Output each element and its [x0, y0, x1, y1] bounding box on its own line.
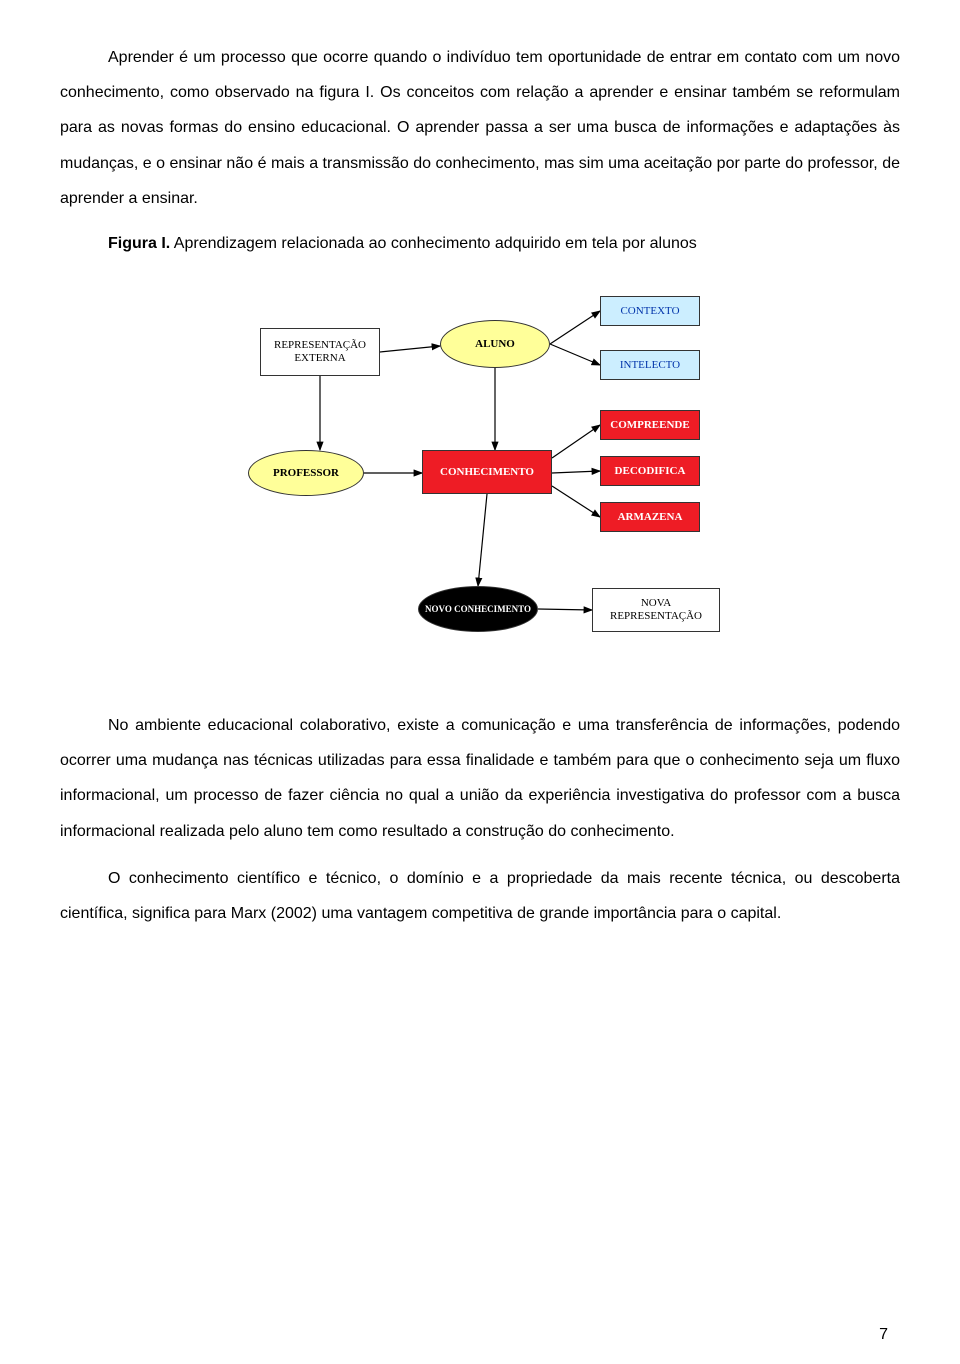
node-armazena: ARMAZENA	[600, 502, 700, 532]
node-repr_ext: REPRESENTAÇÃO EXTERNA	[260, 328, 380, 376]
paragraph-1: Aprender é um processo que ocorre quando…	[60, 40, 900, 216]
edge-1	[380, 346, 440, 352]
node-aluno: ALUNO	[440, 320, 550, 368]
figure-caption-bold: Figura I.	[108, 235, 170, 252]
node-novo_con: NOVO CONHECIMENTO	[418, 586, 538, 632]
flowchart-diagram: REPRESENTAÇÃO EXTERNA ALUNO CONTEXTO INTELE…	[200, 278, 760, 678]
node-conhec: CONHECIMENTO	[422, 450, 552, 494]
edge-10	[538, 609, 592, 610]
edge-5	[550, 344, 600, 365]
edge-7	[552, 471, 600, 473]
node-professor: PROFESSOR	[248, 450, 364, 496]
edge-9	[478, 494, 487, 586]
page-number: 7	[879, 1326, 888, 1344]
paragraph-2: No ambiente educacional colaborativo, ex…	[60, 708, 900, 849]
paragraph-3: O conhecimento científico e técnico, o d…	[60, 861, 900, 931]
edge-4	[550, 311, 600, 344]
node-decodifica: DECODIFICA	[600, 456, 700, 486]
node-contexto: CONTEXTO	[600, 296, 700, 326]
edge-8	[552, 486, 600, 517]
figure-caption-text: Aprendizagem relacionada ao conhecimento…	[170, 235, 697, 252]
node-compreende: COMPREENDE	[600, 410, 700, 440]
node-intelecto: INTELECTO	[600, 350, 700, 380]
edge-6	[552, 425, 600, 458]
figure-caption: Figura I. Aprendizagem relacionada ao co…	[60, 228, 900, 260]
node-nova_repr: NOVA REPRESENTAÇÃO	[592, 588, 720, 632]
